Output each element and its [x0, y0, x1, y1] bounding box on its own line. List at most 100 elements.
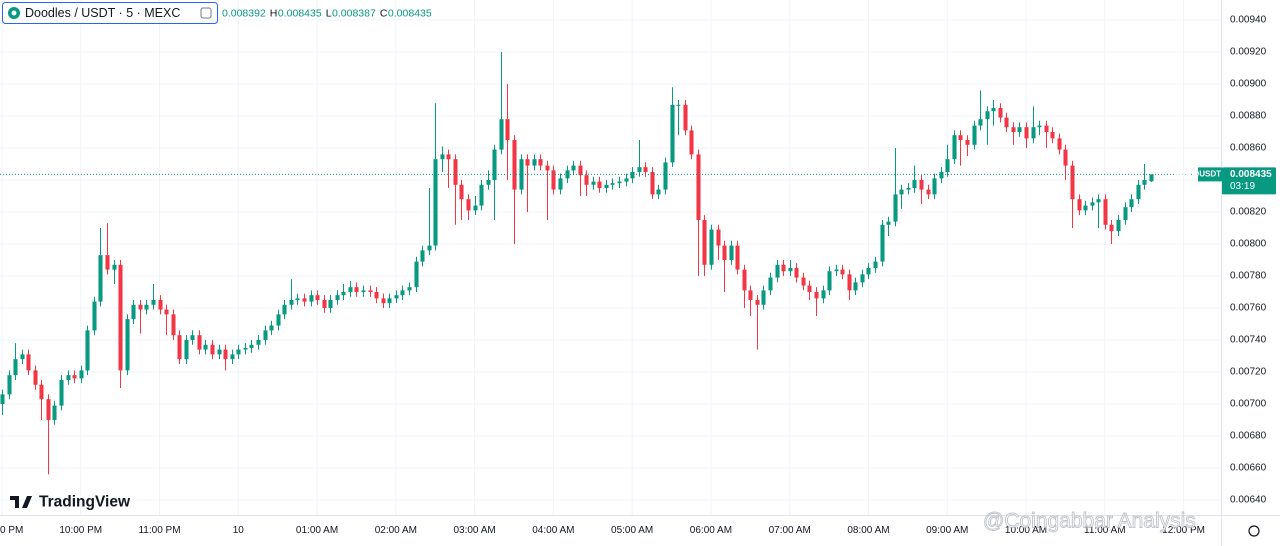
ohlc-legend: 0.008392 H 0.008435 L 0.008387 C 0.008435 — [222, 7, 432, 19]
candle-body — [348, 287, 353, 292]
candle-body — [821, 290, 826, 299]
price-tag-value: 0.008435 — [1230, 169, 1272, 180]
candle-body — [525, 159, 530, 166]
candle-body — [118, 264, 123, 371]
candle-body — [860, 274, 865, 283]
candle-body — [125, 319, 130, 371]
candle-body — [453, 159, 458, 185]
x-tick-label: 06:00 AM — [690, 525, 732, 536]
candle-body — [394, 295, 399, 299]
x-tick-label: 01:00 AM — [296, 525, 338, 536]
candle-body — [1004, 117, 1009, 128]
x-tick-label: 03:00 AM — [453, 525, 495, 536]
price-tag-name-bg — [1198, 167, 1222, 182]
candle-body — [912, 179, 917, 188]
candle-body — [387, 298, 392, 304]
candle-body — [794, 267, 799, 278]
candle-body — [459, 184, 464, 200]
candle-body — [446, 154, 451, 160]
candle-body — [1037, 125, 1042, 128]
candle-body — [637, 167, 642, 172]
candle-body — [768, 277, 773, 291]
price-tag-countdown: 03:19 — [1230, 181, 1255, 192]
logo: TradingView — [10, 494, 131, 511]
candle-body — [755, 299, 760, 305]
candle-body — [289, 299, 294, 305]
candle-body — [112, 264, 117, 270]
candle-body — [972, 125, 977, 145]
candle-body — [473, 205, 478, 211]
candle-body — [276, 314, 281, 326]
candle-body — [315, 295, 320, 300]
ohlc-value: 0.008435 — [388, 7, 432, 19]
candle-body — [584, 175, 589, 185]
candle-body — [532, 159, 537, 166]
candle-body — [1096, 199, 1101, 203]
candle-body — [1136, 184, 1141, 200]
candle-body — [1050, 131, 1055, 139]
candle-body — [624, 178, 629, 182]
candle-body — [801, 277, 806, 286]
candle-body — [341, 291, 346, 296]
candle-body — [965, 139, 970, 145]
candle-body — [381, 298, 386, 304]
x-tick-label: 09:00 AM — [926, 525, 968, 536]
candle-body — [59, 379, 64, 406]
candle-body — [807, 285, 812, 292]
y-tick-label: 0.00860 — [1230, 143, 1267, 154]
y-tick-label: 0.00880 — [1230, 111, 1267, 122]
y-tick-label: 0.00660 — [1230, 463, 1267, 474]
candle-body — [26, 354, 31, 371]
price-tag-name: DOODUSDT — [1175, 169, 1221, 178]
candle-body — [13, 359, 18, 376]
x-tick-label: 11:00 PM — [138, 525, 180, 536]
candle-body — [689, 130, 694, 155]
candle-body — [814, 291, 819, 299]
price-tag-bg — [1222, 167, 1276, 195]
symbol-box[interactable] — [2, 2, 218, 24]
candle-body — [72, 375, 77, 379]
candle-body — [919, 179, 924, 190]
candle-body — [20, 354, 25, 360]
ohlc-value: 0.008392 — [222, 7, 266, 19]
candle-body — [886, 221, 891, 225]
candle-body — [880, 224, 885, 262]
x-tick-label: 08:00 AM — [847, 525, 889, 536]
candle-body — [177, 335, 182, 360]
candle-body — [1090, 202, 1095, 206]
y-tick-label: 0.00820 — [1230, 207, 1267, 218]
candle-body — [991, 107, 996, 112]
candle-body — [748, 290, 753, 300]
candle-body — [827, 271, 832, 291]
x-tick-label: 04:00 AM — [532, 525, 574, 536]
y-tick-label: 0.00680 — [1230, 431, 1267, 442]
axis-settings-icon[interactable] — [1248, 525, 1260, 537]
candle-body — [906, 187, 911, 190]
candle-body — [295, 298, 300, 300]
candle-body — [591, 181, 596, 185]
candle-body — [335, 295, 340, 300]
candle-body — [551, 170, 556, 190]
y-tick-label: 0.00920 — [1230, 47, 1267, 58]
candle-body — [643, 167, 648, 172]
logo-text: TradingView — [39, 494, 131, 511]
x-tick-label: 07:00 AM — [769, 525, 811, 536]
candle-body — [46, 399, 51, 420]
y-tick-label: 0.00740 — [1230, 335, 1267, 346]
candle-body — [656, 189, 661, 195]
candle-body — [39, 384, 44, 400]
candle-body — [683, 104, 688, 131]
candle-body — [998, 107, 1003, 118]
x-tick-label: 05:00 AM — [611, 525, 653, 536]
candle-body — [926, 189, 931, 195]
ohlc-label: C — [380, 7, 388, 19]
candle-body — [328, 299, 333, 308]
candle-body — [400, 290, 405, 296]
ohlc-label: L — [326, 7, 332, 19]
settings-icon[interactable] — [200, 7, 212, 19]
grid — [0, 0, 1221, 515]
y-tick-label: 0.00800 — [1230, 239, 1267, 250]
candle-body — [210, 344, 215, 355]
